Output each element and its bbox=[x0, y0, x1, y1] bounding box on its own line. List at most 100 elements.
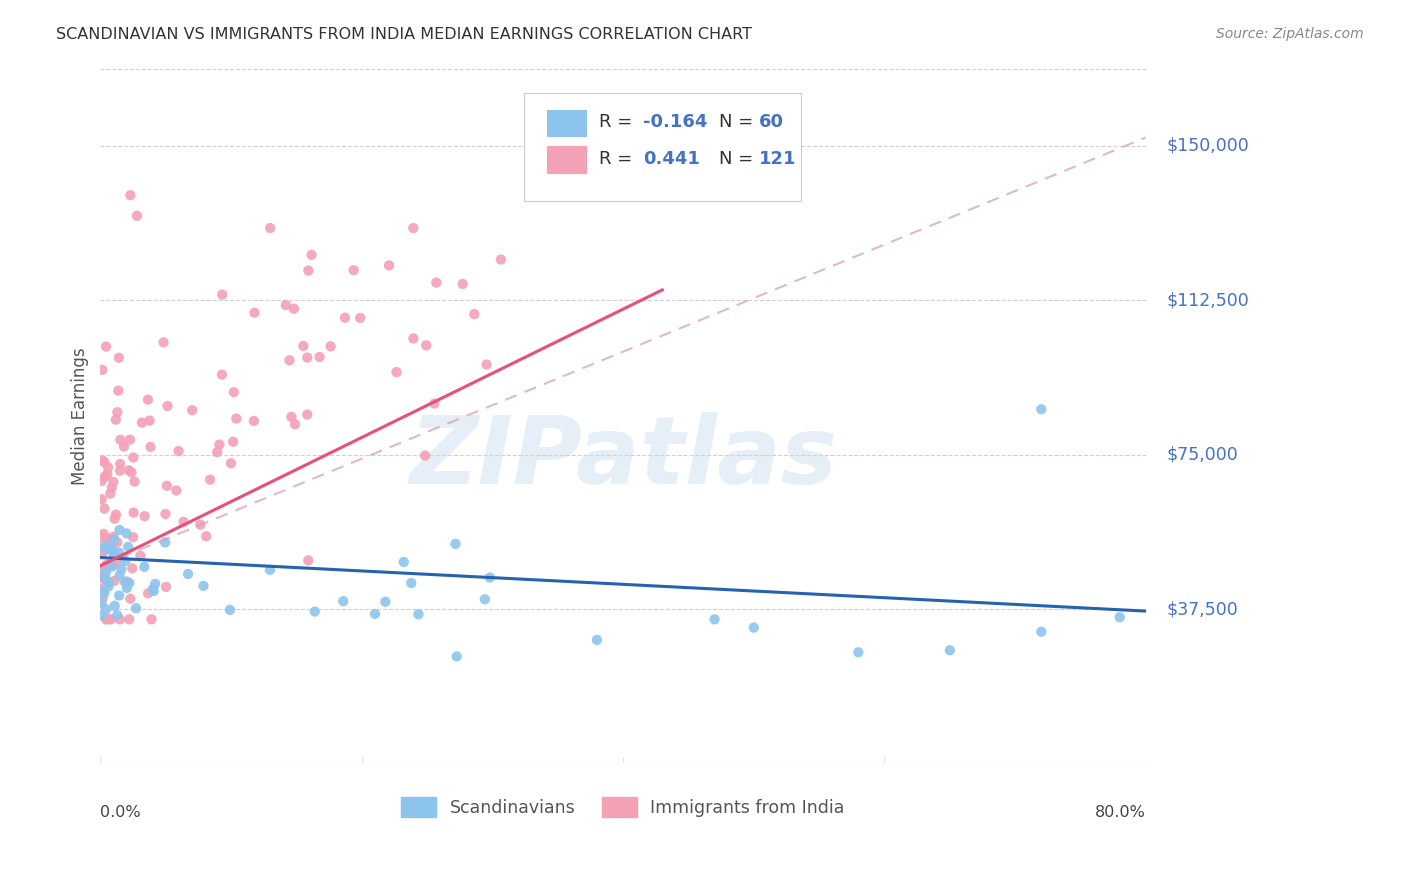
Point bbox=[114, 575, 136, 590]
Point bbox=[104, 412, 127, 426]
Point bbox=[259, 563, 281, 577]
Point bbox=[98, 612, 121, 626]
Point bbox=[136, 586, 159, 600]
Point bbox=[94, 570, 117, 584]
Point bbox=[586, 632, 609, 647]
Point bbox=[222, 434, 245, 449]
Text: $112,500: $112,500 bbox=[1167, 291, 1250, 310]
Point bbox=[134, 509, 156, 524]
Point bbox=[97, 575, 120, 590]
Text: Source: ZipAtlas.com: Source: ZipAtlas.com bbox=[1216, 27, 1364, 41]
Point bbox=[108, 568, 131, 582]
Point bbox=[96, 558, 118, 572]
Point bbox=[343, 263, 366, 277]
Point bbox=[134, 559, 156, 574]
Point bbox=[136, 392, 159, 407]
Point bbox=[108, 351, 131, 365]
Text: $75,000: $75,000 bbox=[1167, 446, 1239, 464]
Point bbox=[378, 259, 401, 273]
Point bbox=[96, 532, 118, 546]
Point bbox=[93, 527, 115, 541]
Point bbox=[100, 559, 122, 574]
Point bbox=[101, 545, 124, 559]
Point bbox=[103, 549, 125, 564]
Point bbox=[173, 515, 195, 529]
Point bbox=[124, 475, 146, 489]
Point bbox=[402, 221, 425, 235]
Point bbox=[91, 584, 114, 599]
Point bbox=[94, 566, 117, 580]
Point bbox=[120, 188, 142, 202]
Point bbox=[297, 263, 319, 277]
Point bbox=[94, 612, 117, 626]
Point bbox=[364, 607, 387, 621]
Point bbox=[94, 469, 117, 483]
Point bbox=[153, 535, 176, 549]
Point bbox=[115, 581, 138, 595]
Point bbox=[156, 399, 179, 413]
Point bbox=[105, 535, 128, 549]
Point bbox=[91, 453, 114, 467]
Point bbox=[211, 368, 233, 382]
Point bbox=[463, 307, 485, 321]
Point bbox=[399, 576, 422, 591]
Point bbox=[219, 456, 242, 470]
Point bbox=[117, 540, 139, 554]
Point bbox=[207, 445, 229, 459]
Point bbox=[125, 601, 148, 615]
Point bbox=[425, 276, 447, 290]
Y-axis label: Median Earnings: Median Earnings bbox=[72, 347, 89, 485]
Point bbox=[301, 248, 323, 262]
Point bbox=[100, 612, 122, 626]
Point bbox=[1031, 402, 1053, 417]
Point bbox=[90, 474, 112, 488]
Point bbox=[90, 562, 112, 576]
Point bbox=[118, 575, 141, 590]
Point bbox=[423, 396, 446, 410]
Point bbox=[415, 338, 437, 352]
Point bbox=[139, 440, 162, 454]
Point bbox=[243, 306, 266, 320]
Point bbox=[91, 363, 114, 377]
Point bbox=[211, 287, 233, 301]
Point bbox=[90, 608, 112, 623]
Point bbox=[93, 501, 115, 516]
Point bbox=[97, 540, 120, 554]
Point bbox=[198, 473, 221, 487]
Point bbox=[278, 353, 301, 368]
Text: 80.0%: 80.0% bbox=[1095, 805, 1146, 820]
Point bbox=[222, 385, 245, 400]
Point bbox=[219, 603, 242, 617]
Point bbox=[408, 607, 430, 622]
Point bbox=[104, 599, 127, 613]
Point bbox=[122, 506, 145, 520]
Point bbox=[90, 596, 112, 610]
Point bbox=[374, 595, 396, 609]
Point bbox=[475, 358, 498, 372]
Point bbox=[93, 540, 115, 554]
Point bbox=[101, 558, 124, 572]
Point bbox=[259, 221, 281, 235]
Point bbox=[292, 339, 315, 353]
Point bbox=[121, 466, 143, 480]
Point bbox=[121, 561, 143, 575]
Point bbox=[402, 331, 425, 345]
Text: R =: R = bbox=[599, 150, 638, 168]
Point bbox=[93, 586, 115, 600]
Point bbox=[333, 310, 356, 325]
Point bbox=[155, 507, 177, 521]
Point bbox=[96, 602, 118, 616]
Point bbox=[93, 455, 115, 469]
Point bbox=[444, 537, 467, 551]
Point bbox=[91, 591, 114, 606]
Text: ZIPatlas: ZIPatlas bbox=[409, 412, 837, 504]
Point bbox=[392, 555, 415, 569]
Point bbox=[108, 612, 131, 626]
Point bbox=[297, 408, 319, 422]
Point bbox=[156, 479, 179, 493]
Point bbox=[105, 405, 128, 419]
Point bbox=[97, 460, 120, 475]
Text: 60: 60 bbox=[759, 113, 785, 131]
Point bbox=[105, 556, 128, 570]
Point bbox=[93, 572, 115, 586]
